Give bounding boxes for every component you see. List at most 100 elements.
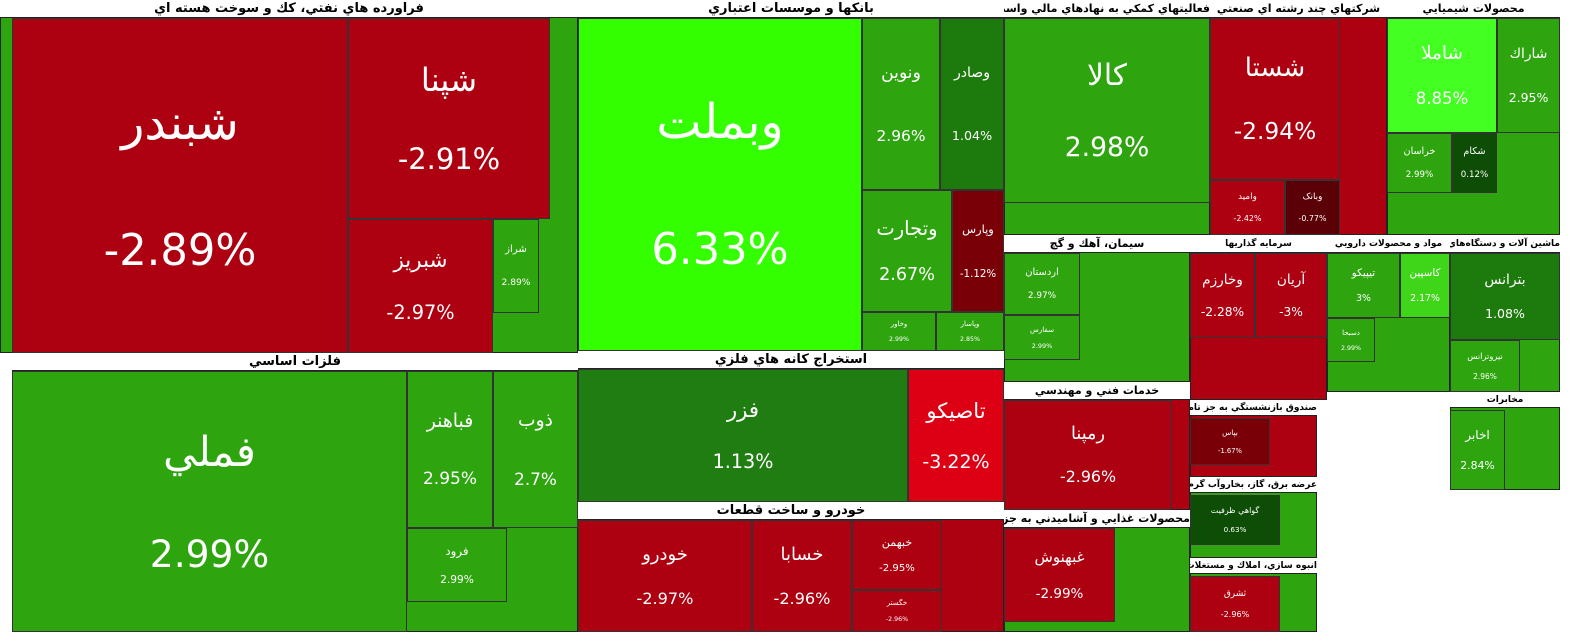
tile: بترانس 1.08% <box>1450 253 1560 340</box>
tile-value: 2.89% <box>501 278 531 289</box>
tile-label: ونوين <box>881 63 921 83</box>
tile: كاسپين 2.17% <box>1400 253 1450 318</box>
tile: گواهي ظرفيت 0.63% <box>1190 495 1280 545</box>
tile-value: 2.85% <box>959 335 980 343</box>
tile: شراز 2.89% <box>493 219 539 313</box>
tile-value: -2.95% <box>879 563 915 575</box>
tile-label: ثشرق <box>1223 588 1247 599</box>
tile: خسابا -2.96% <box>752 520 852 632</box>
tile: وتجارت 2.67% <box>862 190 952 312</box>
tile-label: كاسپين <box>1409 267 1441 280</box>
tile-value: 2.84% <box>1460 459 1495 472</box>
tile-label: اخابر <box>1465 428 1490 442</box>
tile-label: سفارس <box>1029 324 1055 334</box>
tile-value: -2.97% <box>636 588 694 608</box>
tile-label: شبندر <box>121 94 239 151</box>
sector-title: مخابرات <box>1450 392 1560 408</box>
sector-title: انبوه سازي، املاك و مستغلات <box>1190 558 1317 574</box>
tile-label: كالا <box>1087 58 1127 93</box>
tile-value: 2.99% <box>1405 169 1434 180</box>
tile: وخاور 2.99% <box>862 312 936 351</box>
tile-label: شستا <box>1244 53 1306 84</box>
tile-label: فباهنر <box>426 409 474 432</box>
tile-value: -2.96% <box>1060 467 1116 486</box>
tile: تاصيكو -3.22% <box>908 369 1004 502</box>
tile: وبانک -0.77% <box>1285 180 1340 235</box>
tile-value: -2.96% <box>1220 610 1250 620</box>
tile: وپارس -1.12% <box>952 190 1004 312</box>
tile-label: شراز <box>505 243 527 255</box>
tile-value: -1.67% <box>1218 446 1242 455</box>
tile: ونوين 2.96% <box>862 18 940 190</box>
tile-label: وبملت <box>656 94 784 150</box>
tile: فرود 2.99% <box>407 528 507 602</box>
tile-label: شبريز <box>393 248 448 273</box>
tile-value: 0.12% <box>1460 169 1489 180</box>
tile-value: 1.04% <box>951 127 993 143</box>
tile: فزر 1.13% <box>578 369 908 502</box>
tile: ثشرق -2.96% <box>1190 576 1280 632</box>
sector-title: خدمات فني و مهندسي <box>1004 382 1190 400</box>
tile-label: فرود <box>445 544 469 558</box>
tile-value: -2.99% <box>1035 585 1084 602</box>
tile-label: خسابا <box>780 544 824 566</box>
tile-value: 3% <box>1356 292 1371 304</box>
tile: وبملت 6.33% <box>578 18 862 351</box>
tile: شاراك 2.95% <box>1497 18 1560 133</box>
tile-label: خبهمن <box>881 535 913 549</box>
tile: شپنا -2.91% <box>348 18 550 219</box>
tile-value: 2.99% <box>440 573 474 586</box>
tile-value: -0.77% <box>1298 213 1327 223</box>
tile: تيپيكو 3% <box>1327 253 1400 318</box>
sector-title: خودرو و ساخت قطعات <box>578 502 1004 520</box>
tile-value: -3% <box>1279 305 1303 320</box>
tile-label: وبانک <box>1302 192 1323 203</box>
tile-value: -2.42% <box>1233 213 1262 223</box>
tile-label: گواهي ظرفيت <box>1210 506 1260 515</box>
tile-value: -2.97% <box>386 301 455 324</box>
tile-value: 2.98% <box>1064 131 1150 163</box>
tile: خودرو -2.97% <box>578 520 752 632</box>
tile-label: اردستان <box>1025 267 1059 278</box>
tile-label: وپاسار <box>960 320 980 329</box>
sector-title: فلزات اساسي <box>12 353 578 371</box>
tile-label: وخارزم <box>1202 271 1243 288</box>
sector-title: سيمان، آهك و گچ <box>1004 235 1190 253</box>
tile-value: 8.85% <box>1415 88 1469 108</box>
tile-label: فزر <box>726 397 760 423</box>
tile-label: خگستر <box>886 599 908 608</box>
tile-value: 6.33% <box>651 225 789 275</box>
tile-value: 2.96% <box>1473 371 1497 381</box>
tile-label: خودرو <box>642 544 688 566</box>
tile: فملي 2.99% <box>12 371 407 632</box>
tile-value: 2.99% <box>1031 342 1053 351</box>
tile: فباهنر 2.95% <box>407 371 493 528</box>
tile-value: -2.94% <box>1233 117 1317 145</box>
tile: بپاس -1.67% <box>1190 418 1270 465</box>
sector-title: عرضه برق، گاز، بخاروآب گرم <box>1190 477 1317 493</box>
tile: شبندر -2.89% <box>12 18 348 353</box>
tile-label: شپنا <box>420 61 478 100</box>
sector-title: مواد و محصولات دارويي <box>1327 235 1450 253</box>
tile-value: 2.97% <box>1027 291 1057 301</box>
tile-value: 2.95% <box>422 469 478 490</box>
sector-title: استخراج كانه هاي فلزي <box>578 351 1004 369</box>
tile-label: آريان <box>1276 271 1306 288</box>
tile-value: 2.99% <box>1340 345 1362 353</box>
tile-value: 2.95% <box>1508 89 1549 105</box>
tile-label: وتجارت <box>876 216 938 240</box>
tile: غبهنوش -2.99% <box>1004 528 1115 622</box>
tile: شكام 0.12% <box>1452 133 1497 193</box>
tile-label: غبهنوش <box>1034 548 1085 567</box>
tile: دسبحا 2.99% <box>1327 318 1375 362</box>
tile-label: خراسان <box>1403 146 1436 158</box>
tile-label: رمپنا <box>1071 424 1105 444</box>
tile: شستا -2.94% <box>1210 18 1340 180</box>
tile: شاملا 8.85% <box>1387 18 1497 133</box>
sector-title: صندوق بازنشستگي به جز تامين اجتماعي <box>1190 400 1317 416</box>
sector-title: محصولات غذايي و آشاميدني به جز قند و شكر <box>1004 510 1190 528</box>
tile-value: -2.89% <box>103 226 257 277</box>
tile-value: 0.63% <box>1223 525 1247 534</box>
tile: نيروترانس 2.96% <box>1450 340 1520 392</box>
